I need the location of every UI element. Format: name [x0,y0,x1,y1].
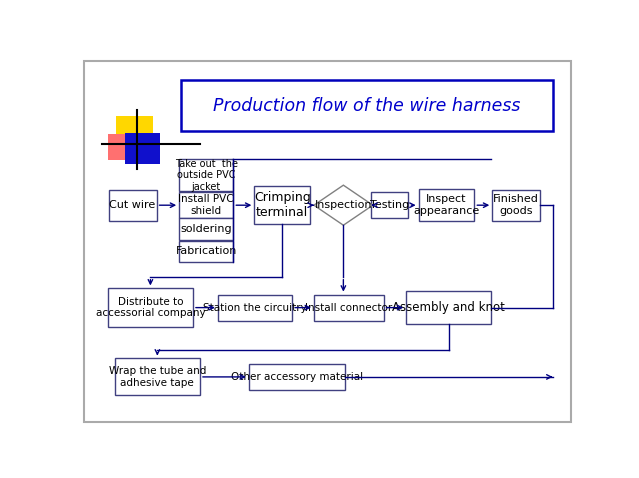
Text: Inspect
appearance: Inspect appearance [413,195,480,216]
FancyBboxPatch shape [109,190,157,221]
Polygon shape [314,185,373,225]
FancyBboxPatch shape [179,240,233,262]
Text: Station the circuitry: Station the circuitry [203,303,307,313]
FancyBboxPatch shape [179,218,233,240]
FancyBboxPatch shape [125,133,160,163]
FancyBboxPatch shape [419,189,474,221]
Text: Fabrication: Fabrication [176,246,237,256]
FancyBboxPatch shape [108,134,139,160]
Text: soldering: soldering [180,224,232,234]
Text: Testing: Testing [370,200,410,210]
Text: Wrap the tube and
adhesive tape: Wrap the tube and adhesive tape [109,366,206,388]
Text: Install PVC
shield: Install PVC shield [178,195,234,216]
FancyBboxPatch shape [108,288,193,327]
Text: Production flow of the wire harness: Production flow of the wire harness [213,97,521,115]
Text: Distribute to
accessorial company: Distribute to accessorial company [96,297,205,318]
FancyBboxPatch shape [371,192,408,218]
Text: Other accessory material: Other accessory material [231,372,363,382]
Text: Crimping
terminal: Crimping terminal [254,191,311,219]
FancyBboxPatch shape [179,159,233,191]
Text: Inspection: Inspection [314,200,372,210]
FancyBboxPatch shape [181,80,553,131]
Text: Assembly and knot: Assembly and knot [392,301,505,314]
Text: Cut wire: Cut wire [109,200,156,210]
Text: Take out  the
outside PVC
jacket: Take out the outside PVC jacket [174,159,238,192]
FancyBboxPatch shape [116,116,153,150]
FancyBboxPatch shape [314,294,383,321]
FancyBboxPatch shape [218,294,292,321]
FancyBboxPatch shape [406,292,491,324]
Text: Finished
goods: Finished goods [493,195,539,216]
FancyBboxPatch shape [492,190,540,221]
FancyBboxPatch shape [254,186,310,225]
FancyBboxPatch shape [249,364,345,390]
Text: Install connector: Install connector [305,303,392,313]
FancyBboxPatch shape [115,358,200,395]
FancyBboxPatch shape [179,192,233,218]
